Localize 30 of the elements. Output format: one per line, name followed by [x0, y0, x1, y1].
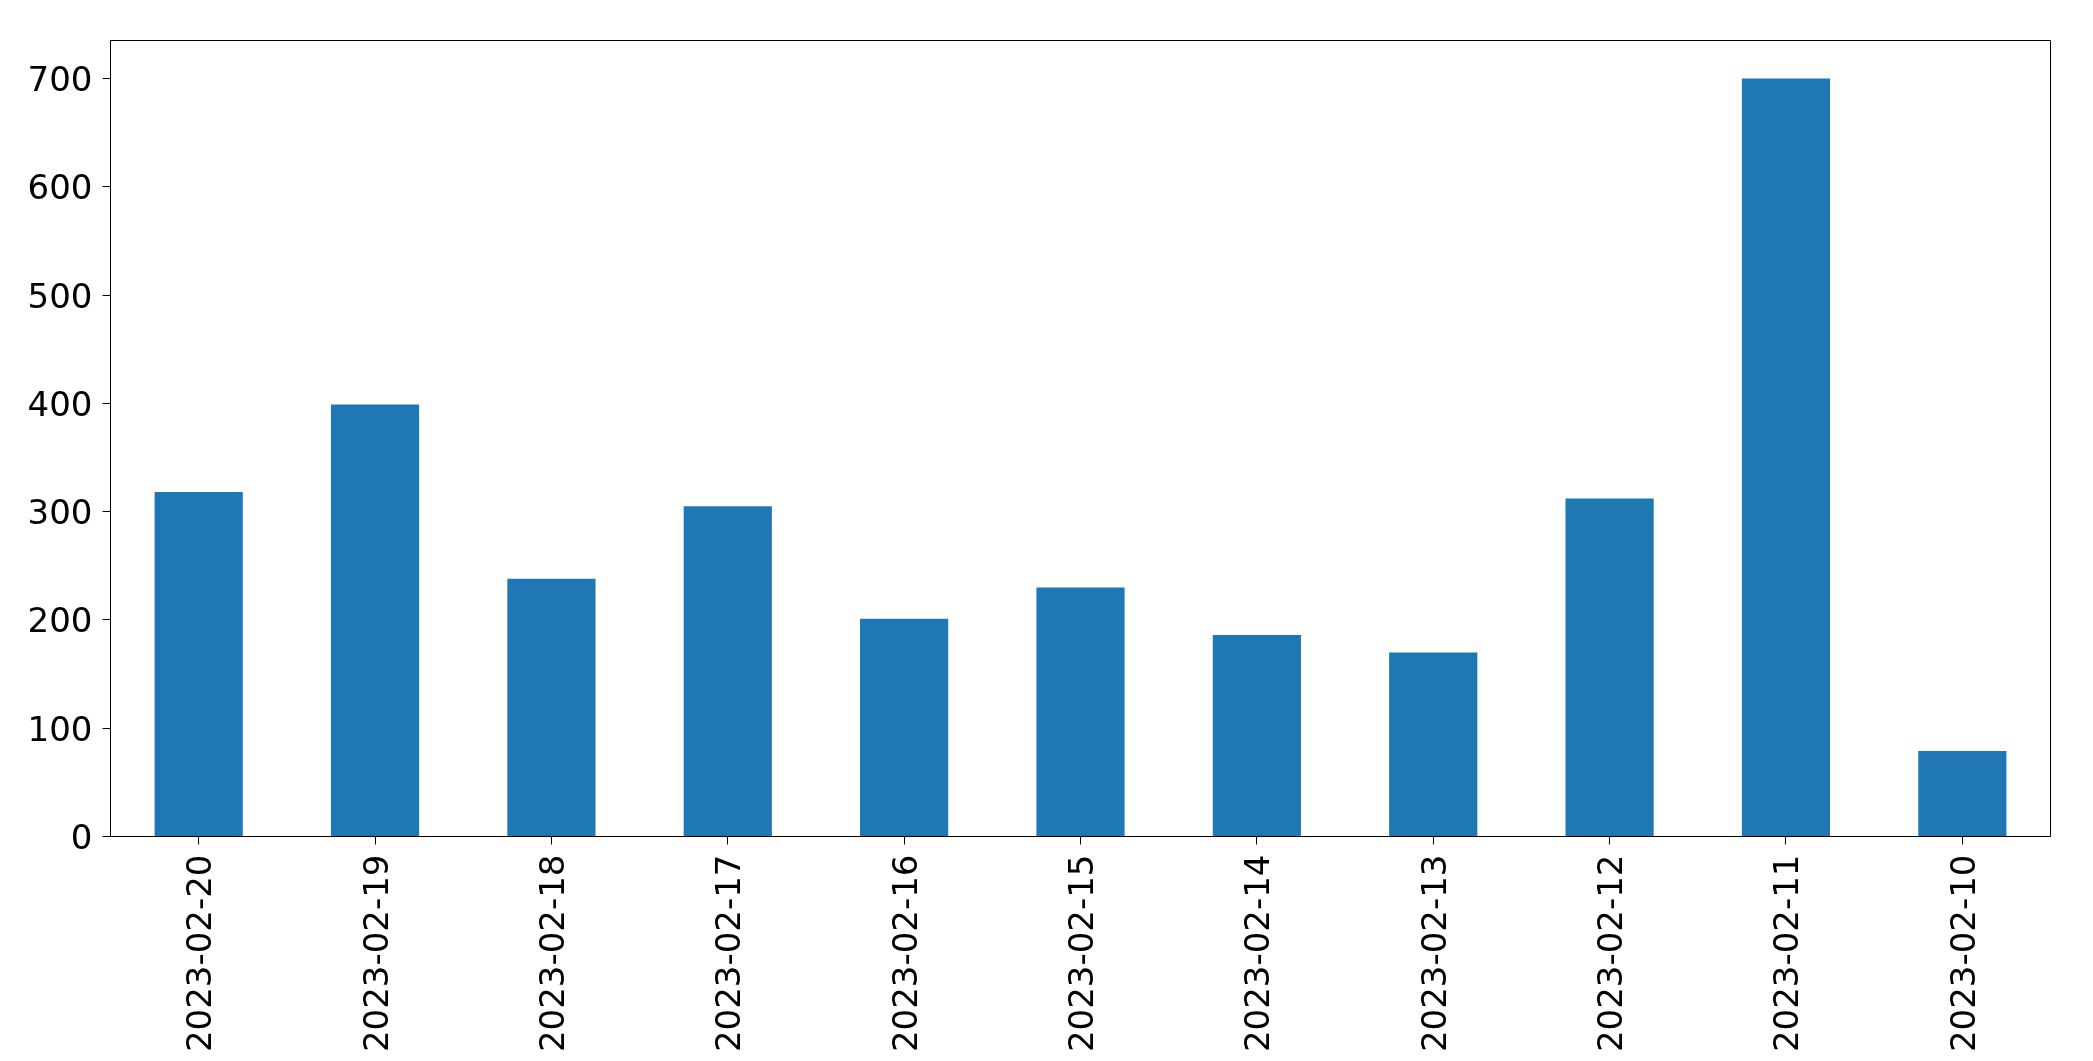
x-tick-label: 2023-02-15 — [1061, 854, 1101, 1053]
bar — [507, 578, 596, 837]
bar — [1389, 652, 1478, 837]
bar — [1741, 78, 1831, 837]
bar — [1036, 587, 1125, 837]
x-tick-label: 2023-02-14 — [1237, 854, 1278, 1053]
y-tick-label: 100 — [27, 708, 93, 749]
y-tick-label: 400 — [27, 383, 93, 424]
y-tick-label: 700 — [27, 58, 93, 99]
bar — [1565, 498, 1654, 837]
x-tick-label: 2023-02-10 — [1942, 854, 1983, 1053]
x-tick-label: 2023-02-20 — [179, 854, 220, 1053]
y-tick-label: 0 — [70, 817, 93, 857]
bar — [1212, 635, 1301, 837]
x-tick-label: 2023-02-11 — [1766, 854, 1807, 1053]
x-tick-label: 2023-02-19 — [355, 854, 396, 1053]
x-tick-label: 2023-02-13 — [1413, 854, 1454, 1053]
x-tick-label: 2023-02-18 — [531, 854, 572, 1053]
y-tick-label: 200 — [27, 600, 93, 641]
bar — [330, 404, 420, 837]
bar — [860, 618, 949, 837]
x-tick-label: 2023-02-17 — [708, 854, 749, 1053]
bar — [1918, 750, 2007, 837]
x-tick-label: 2023-02-16 — [884, 854, 925, 1053]
bar — [683, 506, 772, 837]
y-tick-label: 300 — [27, 492, 93, 533]
y-tick-label: 500 — [27, 275, 93, 316]
bar — [154, 492, 243, 837]
y-tick-label: 600 — [27, 167, 93, 208]
x-tick-label: 2023-02-12 — [1590, 854, 1631, 1053]
